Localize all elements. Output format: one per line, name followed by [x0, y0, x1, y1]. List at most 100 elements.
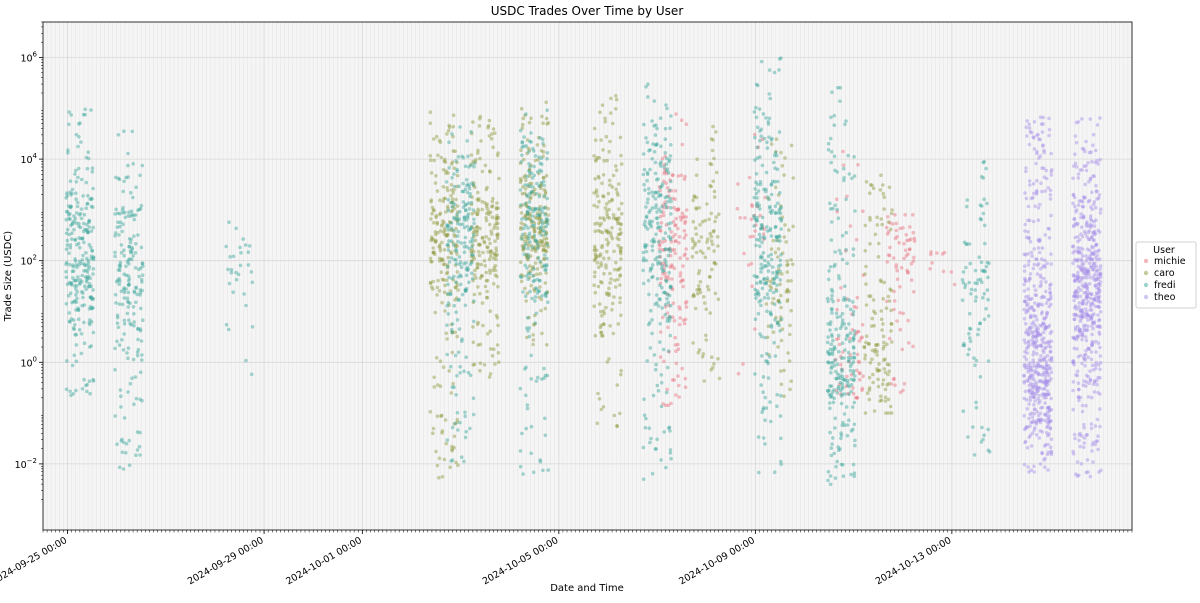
point	[960, 278, 965, 282]
point	[1074, 373, 1078, 377]
point	[682, 321, 687, 326]
point	[119, 289, 124, 294]
point	[451, 381, 456, 386]
point	[121, 211, 125, 215]
point	[1080, 403, 1085, 408]
point	[754, 237, 759, 242]
point	[712, 249, 716, 253]
point	[1045, 406, 1050, 410]
point	[642, 397, 646, 402]
point	[487, 257, 492, 262]
point	[981, 437, 985, 442]
point	[491, 256, 496, 261]
point	[525, 237, 529, 241]
point	[844, 384, 849, 389]
point	[67, 212, 72, 216]
point	[520, 140, 525, 144]
point	[537, 278, 542, 283]
point	[539, 225, 543, 229]
point	[1046, 298, 1050, 302]
point	[1023, 222, 1027, 227]
point	[140, 273, 145, 278]
point	[521, 116, 525, 121]
point	[1091, 132, 1096, 137]
point	[667, 315, 671, 319]
point	[703, 301, 707, 305]
point	[1035, 361, 1040, 366]
point	[519, 275, 524, 280]
point	[1078, 444, 1083, 449]
point	[1044, 395, 1048, 400]
point	[434, 134, 439, 139]
point	[486, 125, 490, 130]
point	[481, 323, 485, 328]
point	[842, 322, 846, 326]
point	[1098, 407, 1102, 411]
point	[545, 219, 549, 224]
point	[596, 391, 600, 396]
point	[755, 201, 760, 205]
point	[1043, 233, 1047, 237]
point	[673, 197, 677, 201]
point	[463, 288, 468, 292]
point	[118, 211, 122, 216]
point	[1026, 252, 1030, 256]
point	[1084, 168, 1089, 173]
point	[868, 294, 873, 299]
point	[493, 273, 498, 278]
point	[986, 275, 990, 280]
point	[962, 341, 966, 346]
point	[1045, 367, 1050, 372]
point	[87, 220, 91, 225]
point	[1098, 424, 1102, 429]
point	[1043, 265, 1047, 269]
point	[82, 240, 86, 245]
point	[1090, 301, 1094, 305]
point	[652, 99, 657, 103]
point	[1034, 370, 1039, 375]
point	[979, 440, 984, 444]
point	[1046, 442, 1050, 447]
point	[1087, 237, 1091, 241]
point	[1080, 434, 1084, 438]
point	[969, 292, 973, 296]
point	[782, 394, 786, 399]
point	[523, 286, 527, 291]
point	[1088, 369, 1092, 373]
point	[80, 290, 84, 294]
point	[116, 220, 120, 224]
point	[671, 220, 676, 224]
point	[838, 388, 843, 393]
point	[1080, 262, 1084, 267]
point	[1040, 166, 1044, 170]
point	[709, 239, 714, 243]
point	[519, 279, 524, 284]
point	[593, 138, 598, 142]
point	[838, 99, 842, 103]
point	[779, 305, 783, 310]
point	[832, 396, 836, 401]
point	[525, 209, 530, 214]
point	[826, 322, 830, 326]
point	[825, 296, 830, 301]
point	[1041, 265, 1045, 269]
point	[461, 205, 466, 210]
point	[767, 68, 772, 72]
point	[490, 204, 494, 209]
point	[753, 135, 757, 140]
point	[76, 241, 81, 246]
point	[833, 426, 837, 430]
point	[460, 222, 465, 226]
point	[867, 341, 871, 346]
point	[493, 223, 497, 228]
point	[119, 251, 124, 255]
point	[542, 264, 546, 269]
point	[868, 360, 873, 365]
point	[475, 265, 480, 270]
point	[1043, 456, 1047, 461]
point	[523, 234, 527, 239]
point	[489, 254, 493, 259]
point	[766, 254, 771, 258]
point	[480, 274, 484, 278]
point	[665, 292, 670, 296]
